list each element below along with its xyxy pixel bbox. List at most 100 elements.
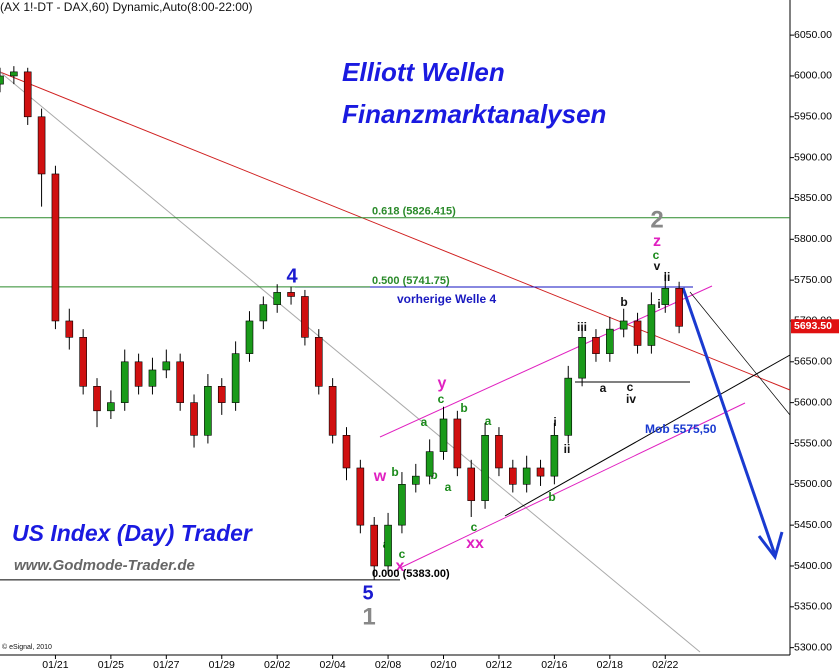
- wave-label: i: [553, 415, 556, 429]
- candle-body: [51, 173, 60, 322]
- last-price-label: 5693.50: [794, 320, 832, 332]
- wave-label: c: [653, 248, 660, 262]
- candle-body: [10, 71, 18, 77]
- candle-body: [370, 524, 379, 567]
- y-tick-label: 5550.00: [794, 437, 832, 449]
- trendline: [689, 291, 791, 416]
- y-tick-label: 5600.00: [794, 396, 832, 408]
- candle-body: [675, 287, 683, 327]
- level-label: 0.500 (5741.75): [372, 275, 450, 287]
- trendline: [504, 354, 791, 517]
- wave-label: 5: [362, 582, 373, 604]
- candle-body: [661, 287, 670, 305]
- candle-body: [259, 304, 268, 322]
- candle-body: [328, 386, 337, 436]
- level-label: 0.000 (5383.00): [372, 568, 450, 580]
- candle-body: [578, 337, 586, 379]
- y-tick-label: 5350.00: [794, 601, 832, 613]
- wave-label: x: [396, 558, 405, 575]
- candle-body: [606, 328, 614, 354]
- candle-body: [467, 467, 476, 501]
- y-tick-label: 5400.00: [794, 560, 832, 572]
- candle-body: [411, 475, 420, 485]
- candle-body: [190, 402, 198, 436]
- arrow: [681, 287, 777, 556]
- candle-body: [425, 451, 434, 477]
- wave-label: a: [421, 415, 428, 429]
- trendline: [0, 71, 701, 653]
- candle-body: [301, 296, 309, 338]
- candle-body: [342, 435, 351, 469]
- candle-body: [453, 418, 462, 469]
- candle-body: [273, 292, 281, 305]
- candle-body: [245, 320, 254, 354]
- y-tick-label: 5450.00: [794, 519, 832, 531]
- candle-body: [481, 435, 489, 501]
- note: vorherige Welle 4: [397, 292, 496, 306]
- wave-label: b: [460, 401, 467, 415]
- wave-label: xx: [466, 535, 484, 552]
- wave-label: c: [471, 520, 478, 534]
- candle-body: [522, 467, 531, 485]
- y-tick-label: 5750.00: [794, 274, 832, 286]
- candle-body: [398, 484, 406, 526]
- copyright: © eSignal, 2010: [2, 643, 52, 651]
- wave-label: b: [391, 465, 398, 479]
- y-tick-label: 5800.00: [794, 233, 832, 245]
- wave-label: iv: [626, 392, 636, 406]
- candle-body: [107, 402, 115, 412]
- candle-body: [217, 386, 226, 403]
- x-tick-label: 02/02: [264, 659, 290, 671]
- candle-body: [37, 116, 46, 175]
- y-tick-label: 5500.00: [794, 478, 832, 490]
- title: Elliott Wellen: [342, 57, 505, 87]
- wave-label: y: [438, 375, 447, 392]
- x-tick-label: 02/04: [319, 659, 345, 671]
- channel-line: [379, 285, 713, 438]
- candle-body: [23, 71, 32, 118]
- candle-body: [564, 377, 573, 436]
- wave-label: c: [399, 547, 406, 561]
- wave-label: b: [548, 490, 555, 504]
- wave-label: ii: [564, 442, 571, 456]
- wave-label: ii: [664, 270, 671, 284]
- subtitle: Finanzmarktanalysen: [342, 99, 606, 129]
- candle-body: [148, 369, 157, 387]
- wave-label: b: [430, 468, 437, 482]
- note: Mob 5575,50: [645, 422, 717, 436]
- x-tick-label: 02/08: [375, 659, 401, 671]
- y-tick-label: 5900.00: [794, 151, 832, 163]
- wave-label: i: [657, 297, 660, 311]
- wave-label: a: [600, 381, 607, 395]
- wave-label: c: [627, 380, 634, 394]
- y-tick-label: 5850.00: [794, 192, 832, 204]
- wave-label: w: [373, 468, 387, 485]
- candle-body: [65, 320, 74, 338]
- y-tick-label: 5950.00: [794, 111, 832, 123]
- candle-body: [287, 292, 295, 297]
- x-tick-label: 01/27: [153, 659, 179, 671]
- last-price-box: [791, 319, 839, 334]
- candle-body: [619, 320, 628, 330]
- candle-body: [356, 467, 365, 526]
- trendline: [0, 71, 791, 391]
- plot-area: [0, 0, 790, 655]
- x-tick-label: 02/12: [486, 659, 512, 671]
- wave-label: z: [653, 233, 661, 250]
- wave-label: 1: [362, 603, 375, 630]
- channel-line: [399, 402, 746, 569]
- x-tick-label: 02/10: [430, 659, 456, 671]
- candle-body: [176, 361, 184, 403]
- candle-body: [162, 361, 171, 371]
- candle-body: [120, 361, 129, 403]
- arrow-head: [757, 531, 784, 561]
- wave-label: a: [485, 414, 492, 428]
- y-tick-label: 6000.00: [794, 70, 832, 82]
- y-tick-label: 5300.00: [794, 641, 832, 653]
- x-tick-label: 02/16: [541, 659, 567, 671]
- x-tick-label: 01/29: [209, 659, 235, 671]
- header: (AX 1!-DT - DAX,60) Dynamic,Auto(8:00-22…: [0, 0, 253, 14]
- wave-label: iii: [577, 320, 587, 334]
- candle-body: [439, 418, 448, 452]
